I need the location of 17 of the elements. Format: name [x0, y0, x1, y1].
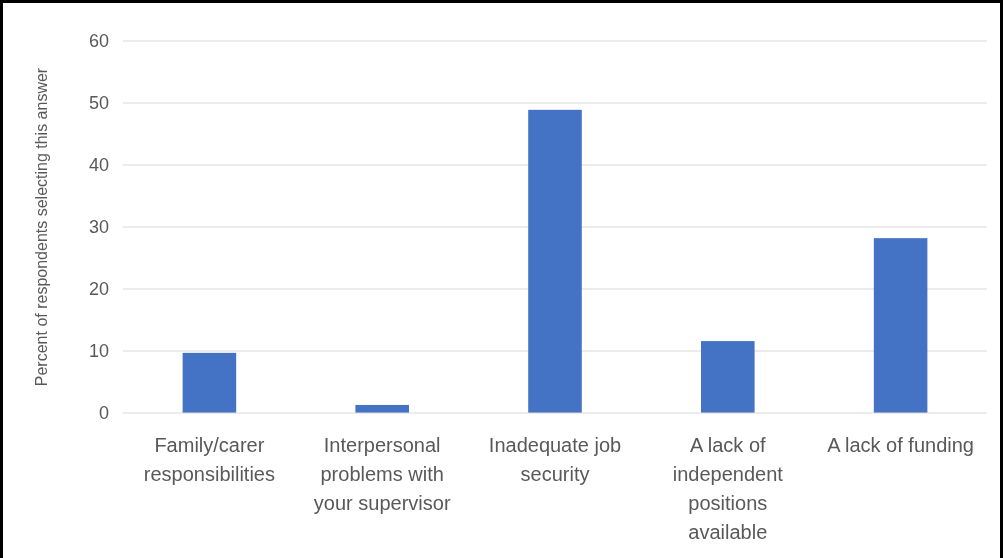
- x-tick-label: A lack of independent positions available: [672, 434, 784, 543]
- y-tick-label: 0: [98, 403, 109, 424]
- y-tick-label: 50: [88, 93, 109, 114]
- y-tick-label: 60: [88, 31, 109, 52]
- bar: [873, 238, 928, 413]
- y-tick-label: 20: [88, 279, 109, 300]
- x-tick-label: A lack of funding: [827, 434, 974, 456]
- y-tick-label: 10: [88, 341, 109, 362]
- x-tick-label: Family/carer responsibilities: [143, 434, 275, 485]
- y-tick-label: 40: [88, 155, 109, 176]
- x-tick-label: Interpersonal problems with your supervisor: [313, 434, 451, 514]
- y-tick-label: 30: [88, 217, 109, 238]
- y-axis-title: Percent of respondents selecting this answer: [33, 67, 50, 387]
- bar: [182, 352, 237, 413]
- bar: [701, 341, 755, 413]
- bar: [528, 109, 582, 413]
- x-tick-label: Inadequate job security: [488, 434, 622, 485]
